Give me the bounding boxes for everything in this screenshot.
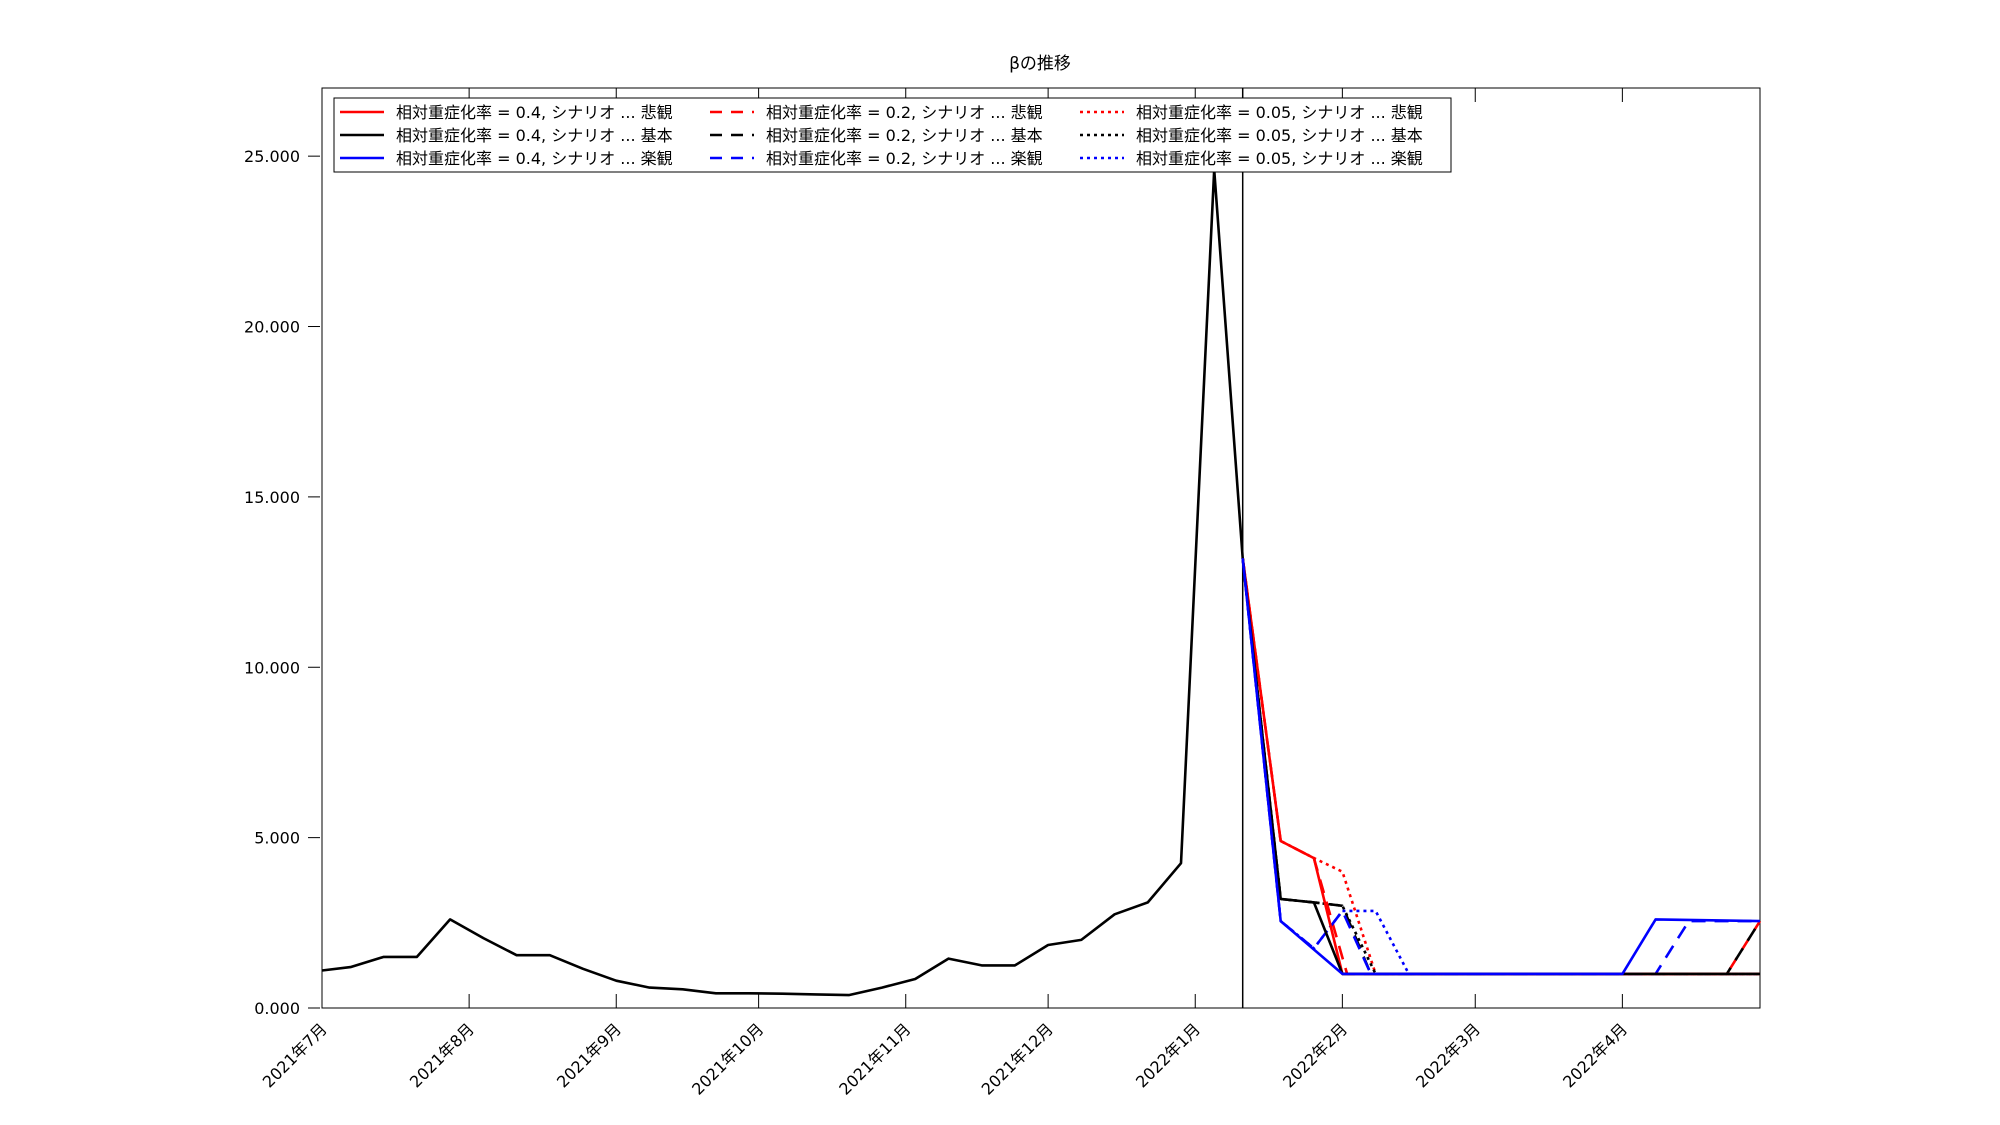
legend-label: 相対重症化率 = 0.4, シナリオ ... 悲観 [396,103,673,122]
legend-label: 相対重症化率 = 0.05, シナリオ ... 楽観 [1136,149,1423,168]
y-tick-label: 20.000 [244,318,300,337]
plot-lines [321,168,1762,997]
legend-label: 相対重症化率 = 0.2, シナリオ ... 基本 [766,126,1043,145]
legend-label: 相対重症化率 = 0.05, シナリオ ... 基本 [1136,126,1423,145]
scenario-line-2 [1241,558,1760,976]
scenario-line-3 [1241,558,1761,976]
legend-label: 相対重症化率 = 0.4, シナリオ ... 基本 [396,126,673,145]
legend-label: 相対重症化率 = 0.4, シナリオ ... 楽観 [396,149,673,168]
plot-frame [321,87,1761,1009]
legend-label: 相対重症化率 = 0.2, シナリオ ... 楽観 [766,149,1043,168]
y-tick-label: 10.000 [244,658,300,677]
y-tick-label: 0.000 [254,999,300,1018]
y-tick-label: 5.000 [254,829,300,848]
legend-box [333,97,1452,173]
y-tick-label: 25.000 [244,147,300,166]
chart-title: βの推移 [1009,54,1071,74]
legend-label: 相対重症化率 = 0.05, シナリオ ... 悲観 [1136,103,1423,122]
legend-label: 相対重症化率 = 0.2, シナリオ ... 悲観 [766,103,1043,122]
y-tick-label: 15.000 [244,488,300,507]
history-line [321,168,1244,997]
